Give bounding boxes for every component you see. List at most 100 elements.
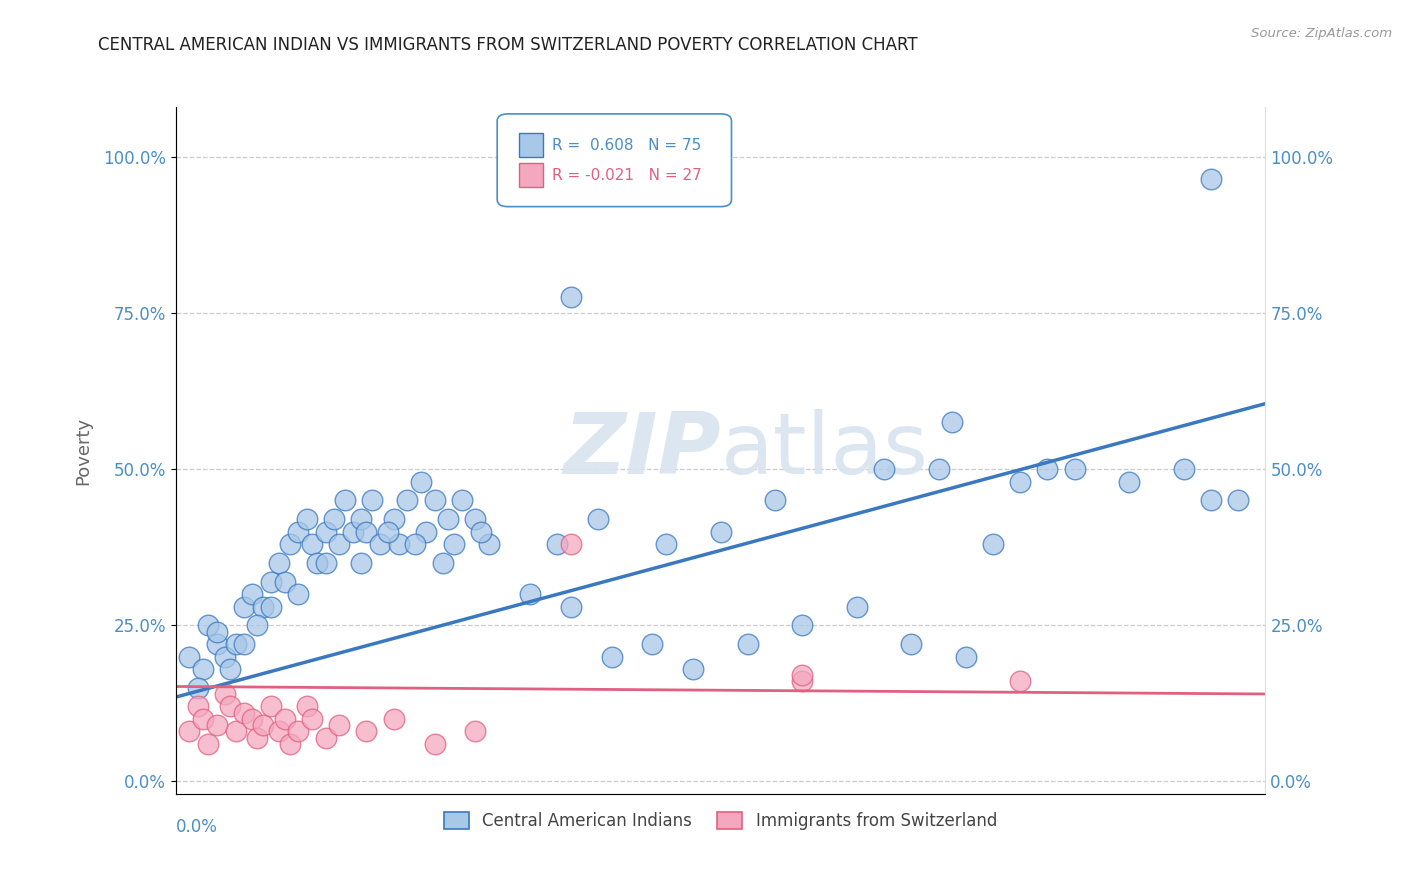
Text: R =  0.608   N = 75: R = 0.608 N = 75 xyxy=(551,138,702,153)
Point xyxy=(328,537,350,551)
Point xyxy=(252,718,274,732)
Point xyxy=(342,524,364,539)
Point xyxy=(409,475,432,489)
Point xyxy=(873,462,896,476)
Point xyxy=(246,618,269,632)
Point xyxy=(179,724,201,739)
Point xyxy=(269,556,291,570)
Point xyxy=(205,718,228,732)
Point xyxy=(287,524,309,539)
Point xyxy=(197,618,219,632)
Point xyxy=(350,512,373,526)
Text: atlas: atlas xyxy=(721,409,928,492)
Point xyxy=(179,649,201,664)
Point xyxy=(382,512,405,526)
Point xyxy=(1010,475,1032,489)
Point xyxy=(464,512,486,526)
Point xyxy=(214,687,236,701)
Point xyxy=(214,649,236,664)
Point xyxy=(191,662,214,676)
Point xyxy=(1118,475,1140,489)
Point xyxy=(240,587,263,601)
Point xyxy=(382,712,405,726)
Point xyxy=(1036,462,1059,476)
Text: ZIP: ZIP xyxy=(562,409,721,492)
Point xyxy=(415,524,437,539)
Point xyxy=(278,737,301,751)
Point xyxy=(955,649,977,664)
Point xyxy=(600,649,623,664)
FancyBboxPatch shape xyxy=(519,133,543,157)
Legend: Central American Indians, Immigrants from Switzerland: Central American Indians, Immigrants fro… xyxy=(437,805,1004,837)
Point xyxy=(197,737,219,751)
Point xyxy=(225,637,247,651)
Point xyxy=(655,537,678,551)
Point xyxy=(1063,462,1085,476)
Point xyxy=(225,724,247,739)
Point xyxy=(315,731,337,745)
Point xyxy=(315,556,337,570)
Text: Source: ZipAtlas.com: Source: ZipAtlas.com xyxy=(1251,27,1392,40)
Text: 0.0%: 0.0% xyxy=(176,818,218,836)
Point xyxy=(900,637,922,651)
Point xyxy=(560,537,582,551)
Point xyxy=(1227,493,1250,508)
Y-axis label: Poverty: Poverty xyxy=(75,417,91,484)
Point xyxy=(1010,674,1032,689)
Point xyxy=(219,662,242,676)
Point xyxy=(377,524,399,539)
Point xyxy=(350,556,373,570)
Point xyxy=(356,724,378,739)
Point xyxy=(792,668,814,682)
Point xyxy=(333,493,356,508)
Point xyxy=(560,291,582,305)
FancyBboxPatch shape xyxy=(498,114,731,207)
Point xyxy=(186,681,209,695)
Point xyxy=(763,493,786,508)
Point xyxy=(1199,172,1222,186)
Point xyxy=(368,537,391,551)
Point xyxy=(423,737,446,751)
FancyBboxPatch shape xyxy=(519,163,543,187)
Point xyxy=(845,599,868,614)
Point xyxy=(232,706,254,720)
Point xyxy=(470,524,492,539)
Point xyxy=(586,512,609,526)
Point xyxy=(315,524,337,539)
Point xyxy=(356,524,378,539)
Point xyxy=(792,674,814,689)
Point xyxy=(205,624,228,639)
Point xyxy=(274,712,297,726)
Point xyxy=(301,712,323,726)
Point xyxy=(240,712,263,726)
Point xyxy=(295,699,318,714)
Point xyxy=(1173,462,1195,476)
Point xyxy=(260,699,283,714)
Point xyxy=(260,574,283,589)
Point xyxy=(260,599,283,614)
Point xyxy=(443,537,465,551)
Point xyxy=(437,512,460,526)
Point xyxy=(269,724,291,739)
Point xyxy=(432,556,454,570)
Point xyxy=(191,712,214,726)
Point xyxy=(274,574,297,589)
Point xyxy=(423,493,446,508)
Point xyxy=(546,537,568,551)
Point xyxy=(186,699,209,714)
Point xyxy=(464,724,486,739)
Point xyxy=(322,512,344,526)
Point xyxy=(928,462,950,476)
Point xyxy=(287,587,309,601)
Point xyxy=(478,537,501,551)
Point xyxy=(450,493,472,508)
Point xyxy=(941,416,963,430)
Text: R = -0.021   N = 27: R = -0.021 N = 27 xyxy=(551,169,702,183)
Point xyxy=(981,537,1004,551)
Point xyxy=(388,537,411,551)
Point xyxy=(219,699,242,714)
Point xyxy=(232,637,254,651)
Point xyxy=(641,637,664,651)
Point xyxy=(205,637,228,651)
Point xyxy=(287,724,309,739)
